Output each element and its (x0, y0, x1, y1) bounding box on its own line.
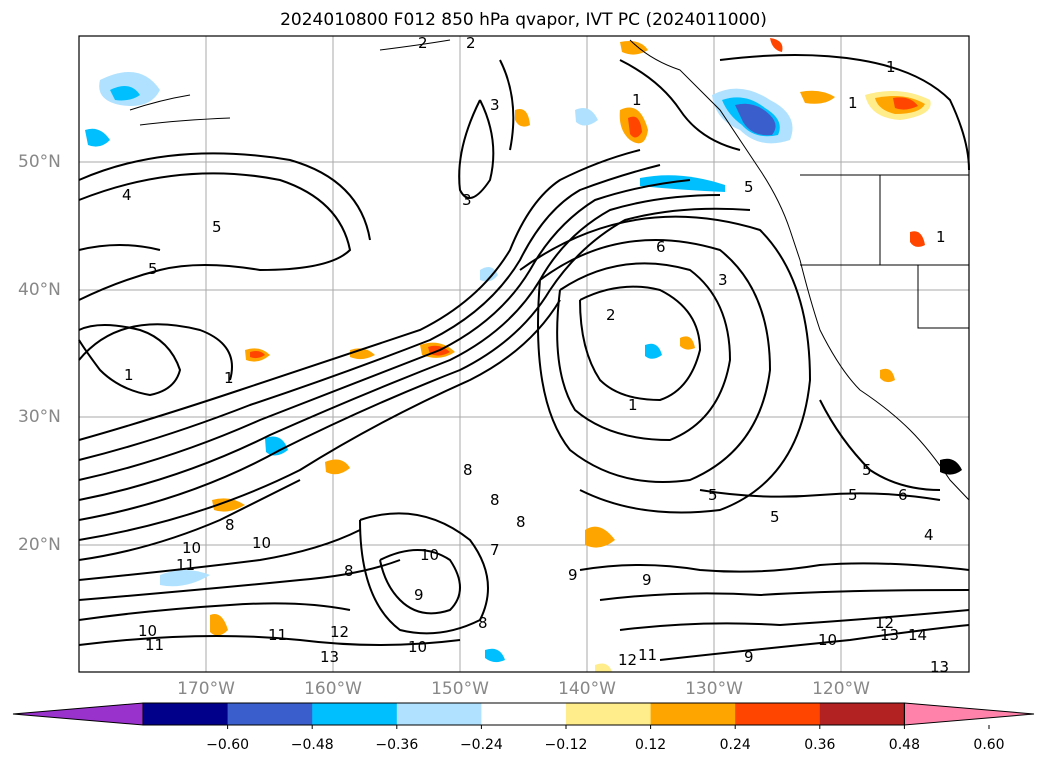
contour-label: 1 (628, 396, 638, 414)
contour-label: 2 (466, 34, 476, 52)
contour-label: 5 (708, 486, 718, 504)
contour-label: 11 (268, 626, 287, 644)
lat-label: 50°N (18, 152, 61, 172)
contour-label: 1 (632, 91, 642, 109)
colorbar-segment (650, 703, 736, 725)
contour-label: 11 (638, 646, 657, 664)
contour-label: 2 (418, 34, 428, 52)
contour-label: 2 (606, 306, 616, 324)
contour-label: 8 (225, 516, 235, 534)
lat-label: 30°N (18, 407, 61, 427)
lon-label: 120°W (812, 679, 870, 699)
contour-label: 9 (744, 648, 754, 666)
contour-label: 5 (148, 260, 158, 278)
colorbar-segment (227, 703, 313, 725)
contour-label: 10 (182, 539, 201, 557)
lon-label: 160°W (304, 679, 362, 699)
contour-label: 8 (478, 614, 488, 632)
contour-label: 10 (138, 622, 157, 640)
contour-label: 12 (875, 614, 894, 632)
contour-label: 8 (344, 562, 354, 580)
lon-label: 150°W (431, 679, 489, 699)
colorbar-frame (142, 702, 905, 726)
contour-label: 12 (618, 651, 637, 669)
contour-label: 8 (490, 491, 500, 509)
contour-label: 10 (420, 546, 439, 564)
colorbar-tick-label: −0.48 (290, 737, 334, 753)
colorbar-segment (143, 703, 229, 725)
contour-label: 1 (848, 94, 858, 112)
contour-label: 1 (224, 369, 234, 387)
contour-label: 7 (490, 541, 500, 559)
colorbar-tick-label: 0.60 (973, 737, 1005, 753)
colorbar-tick-label: −0.60 (206, 737, 250, 753)
contour-label: 8 (516, 513, 526, 531)
colorbar-tick-label: −0.12 (544, 737, 588, 753)
contour-label: 5 (744, 178, 754, 196)
colorbar-tick-label: 0.48 (888, 737, 920, 753)
contour-label: 13 (320, 648, 339, 666)
colorbar-tick-label: −0.24 (459, 737, 503, 753)
contour-label: 6 (898, 486, 908, 504)
contour-label: 13 (880, 626, 899, 644)
contour-label: 3 (490, 96, 500, 114)
colorbar-extend-low (12, 702, 144, 726)
contour-label: 6 (656, 238, 666, 256)
coastlines (129, 39, 970, 501)
lon-label: 140°W (558, 679, 616, 699)
contour-label: 1 (124, 366, 134, 384)
contour-label: 3 (718, 271, 728, 289)
contour-label: 1 (886, 58, 896, 76)
qvapor-shading (85, 38, 962, 672)
contour-label: 11 (145, 636, 164, 654)
contour-label: 1 (936, 228, 946, 246)
colorbar-segment (481, 703, 567, 725)
contour-label: 10 (408, 638, 427, 656)
ivt-contours (78, 54, 970, 661)
plot-frame (78, 35, 970, 673)
colorbar-tick-label: 0.24 (719, 737, 751, 753)
colorbar-tick-label: 0.12 (635, 737, 667, 753)
lon-label: 130°W (685, 679, 743, 699)
contour-label: 4 (924, 526, 934, 544)
contour-label: 5 (212, 218, 222, 236)
contour-label: 8 (463, 461, 473, 479)
lon-label: 170°W (177, 679, 235, 699)
contour-label: 4 (122, 186, 132, 204)
contour-label: 3 (462, 191, 472, 209)
colorbar-tick-label: −0.36 (375, 737, 419, 753)
contour-label: 12 (330, 623, 349, 641)
lat-label: 20°N (18, 535, 61, 555)
contour-label: 11 (176, 556, 195, 574)
colorbar-segment (819, 703, 905, 725)
contour-label: 5 (848, 486, 858, 504)
colorbar-segment (735, 703, 821, 725)
colorbar-segment (566, 703, 652, 725)
colorbar-extend-high (903, 702, 1035, 726)
contour-label: 9 (568, 566, 578, 584)
lat-label: 40°N (18, 280, 61, 300)
contour-label: 10 (818, 631, 837, 649)
colorbar-segment (312, 703, 398, 725)
colorbar-tick-label: 0.36 (804, 737, 836, 753)
contour-label: 9 (414, 586, 424, 604)
contour-label: 10 (252, 534, 271, 552)
contour-label: 14 (908, 626, 927, 644)
map-title: 2024010800 F012 850 hPa qvapor, IVT PC (… (280, 10, 767, 30)
contour-label: 9 (642, 571, 652, 589)
contour-label: 5 (862, 461, 872, 479)
contour-label: 5 (770, 508, 780, 526)
colorbar-segment (396, 703, 482, 725)
